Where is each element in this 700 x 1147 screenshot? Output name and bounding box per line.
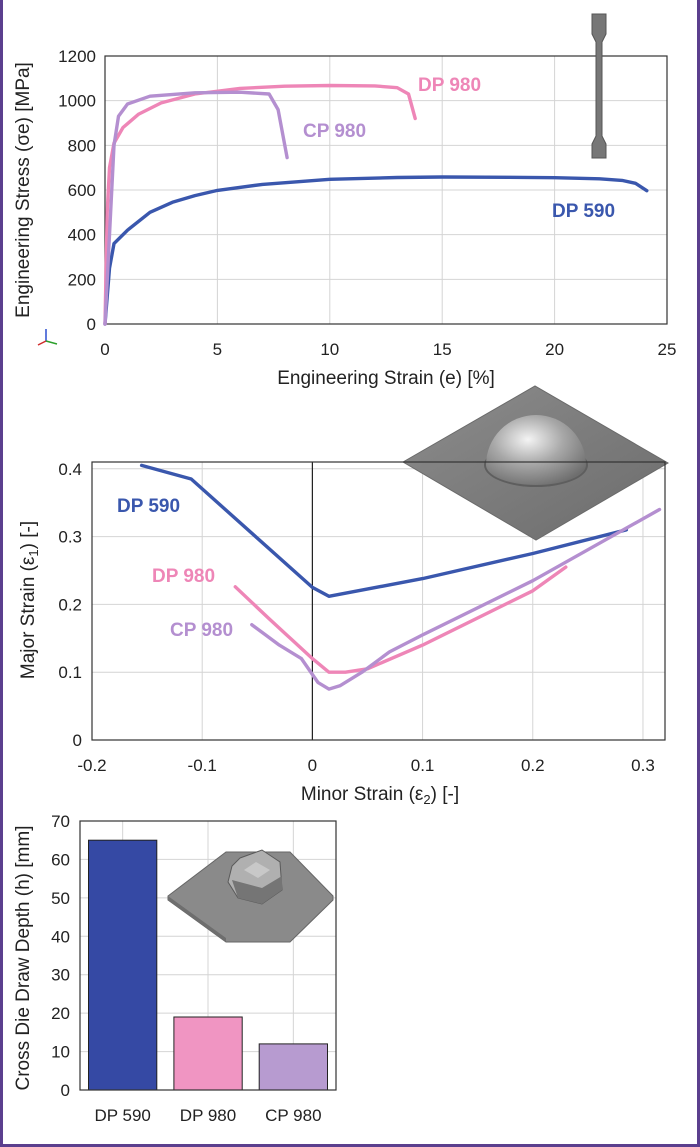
chart1-y-ticks: 0 200 400 600 800 1000 1200	[58, 47, 96, 334]
chart2-x-tick-label: -0.1	[188, 756, 217, 775]
chart3-bar-dp-590	[88, 839, 158, 1091]
chart1-x-tick-label: 0	[100, 340, 109, 359]
chart2-x-ticks: -0.2 -0.1 0 0.1 0.2 0.3	[77, 756, 654, 775]
cross-die-icon	[167, 849, 334, 943]
chart2-plot-frame	[91, 461, 666, 741]
chart1-x-tick-label: 5	[213, 340, 222, 359]
chart2-x-tick-label: 0.2	[521, 756, 545, 775]
chart1-y-tick-label: 400	[68, 226, 96, 245]
chart1-x-label: Engineering Strain (e) [%]	[277, 368, 495, 389]
chart2-y-tick-label: 0.2	[58, 595, 82, 614]
chart2-y-tick-label: 0.4	[58, 460, 82, 479]
chart1-y-tick-label: 600	[68, 181, 96, 200]
chart1-x-tick-label: 15	[433, 340, 452, 359]
chart1-label-dp980: DP 980	[418, 75, 481, 96]
chart1-series-dp-590	[103, 175, 649, 326]
chart3-y-tick-label: 60	[51, 850, 70, 869]
chart1-x-ticks: 0 5 10 15 20 25	[100, 340, 676, 359]
chart3-y-ticks: 0 10 20 30 40 50 60 70	[51, 812, 70, 1100]
chart3-x-tick-label: CP 980	[265, 1106, 321, 1125]
stress-strain-chart: 0 5 10 15 20 25 0 200 400 600 800 1000 1200 Enginee…	[13, 13, 676, 389]
chart3-y-tick-label: 10	[51, 1043, 70, 1062]
chart2-label-dp980: DP 980	[152, 566, 215, 587]
chart2-y-tick-label: 0	[73, 731, 82, 750]
tensile-specimen-icon	[591, 13, 607, 159]
dome-specimen-icon	[402, 385, 669, 541]
chart1-y-tick-label: 1200	[58, 47, 96, 66]
chart2-series-lines	[139, 463, 662, 691]
chart1-x-tick-label: 10	[320, 340, 339, 359]
chart3-bar-cp-980	[258, 1043, 329, 1091]
chart1-x-tick-label: 20	[545, 340, 564, 359]
chart1-y-tick-label: 1000	[58, 92, 96, 111]
chart1-series-cp-980	[103, 90, 289, 326]
chart2-x-tick-label: 0	[308, 756, 317, 775]
chart1-y-label: Engineering Stress (σe) [MPa]	[13, 62, 34, 318]
chart3-y-tick-label: 70	[51, 812, 70, 831]
chart1-x-tick-label: 25	[658, 340, 677, 359]
chart2-label-dp590: DP 590	[117, 496, 180, 517]
chart3-bar-dp-980	[173, 1016, 243, 1091]
chart2-series-dp-980	[233, 565, 568, 674]
chart1-series-dp-980	[103, 83, 417, 326]
chart2-y-tick-label: 0.1	[58, 663, 82, 682]
chart2-y-tick-label: 0.3	[58, 528, 82, 547]
chart3-x-tick-label: DP 590	[94, 1106, 150, 1125]
chart3-y-tick-label: 0	[61, 1081, 70, 1100]
chart1-series-lines	[103, 83, 649, 326]
chart3-bars	[88, 839, 329, 1091]
chart1-plot-frame	[104, 55, 668, 325]
chart2-x-tick-label: 0.1	[411, 756, 435, 775]
chart2-x-tick-label: 0.3	[631, 756, 655, 775]
chart1-y-tick-label: 0	[87, 315, 96, 334]
chart2-y-ticks: 0 0.1 0.2 0.3 0.4	[58, 460, 82, 750]
chart3-y-label: Cross Die Draw Depth (h) [mm]	[13, 826, 34, 1091]
chart2-series-dp-590	[139, 463, 629, 598]
axis-triad-icon	[37, 329, 58, 346]
chart1-y-tick-label: 200	[68, 270, 96, 289]
chart1-y-tick-label: 800	[68, 136, 96, 155]
chart2-x-label: Minor Strain (ε2) [-]	[301, 784, 459, 807]
chart2-series-cp-980	[250, 507, 662, 691]
chart1-label-cp980: CP 980	[303, 121, 366, 142]
chart2-label-cp980: CP 980	[170, 620, 233, 641]
chart2-y-label: Major Strain (ε1) [-]	[18, 521, 41, 679]
chart3-y-tick-label: 50	[51, 889, 70, 908]
chart3-x-tick-label: DP 980	[180, 1106, 236, 1125]
chart1-label-dp590: DP 590	[552, 201, 615, 222]
chart3-x-ticks: DP 590 DP 980 CP 980	[94, 1106, 321, 1125]
forming-limit-chart: -0.2 -0.1 0 0.1 0.2 0.3 0 0.1 0.2 0.3 0.4 Minor S…	[18, 385, 669, 807]
chart3-plot-frame	[79, 820, 337, 1091]
chart2-x-tick-label: -0.2	[77, 756, 106, 775]
chart3-y-tick-label: 20	[51, 1004, 70, 1023]
chart3-y-tick-label: 30	[51, 966, 70, 985]
draw-depth-bar-chart: 0 10 20 30 40 50 60 70 DP 590 DP 980 CP 980 Cross…	[13, 812, 337, 1125]
chart3-y-tick-label: 40	[51, 927, 70, 946]
